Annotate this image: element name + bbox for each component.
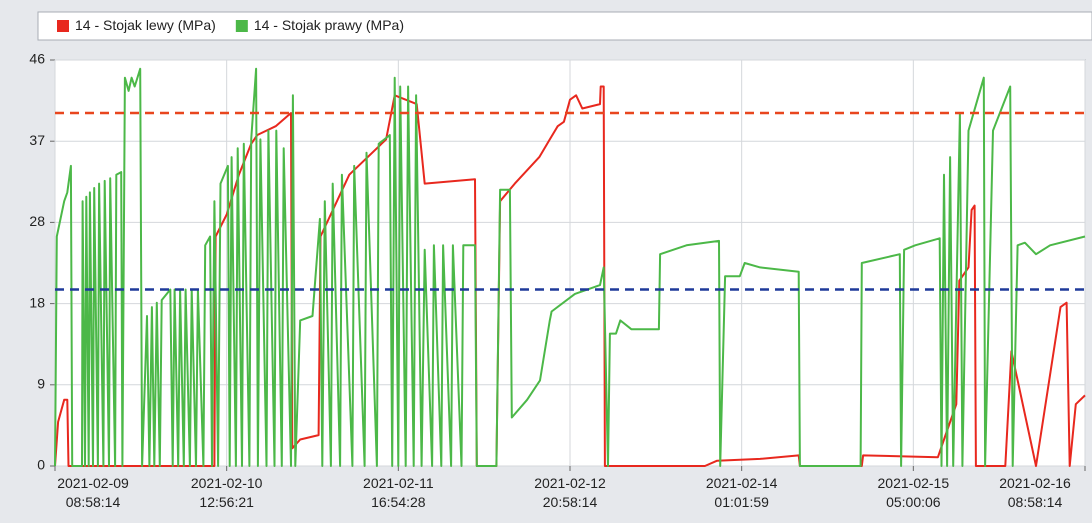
x-tick-label: 2021-02-16 08:58:14: [999, 475, 1071, 510]
y-tick-label: 37: [29, 132, 45, 148]
legend-label: 14 - Stojak prawy (MPa): [254, 17, 404, 33]
y-tick-label: 0: [37, 457, 45, 473]
y-tick-label: 18: [29, 294, 45, 310]
legend-box: [37, 11, 1092, 41]
y-tick-label: 46: [29, 51, 45, 67]
legend-swatch: [57, 20, 69, 32]
y-tick-label: 9: [37, 376, 45, 392]
y-tick-label: 28: [29, 213, 45, 229]
x-tick-label: 2021-02-15 05:00:06: [877, 475, 950, 510]
x-tick-label: 2021-02-11 16:54:28: [363, 475, 434, 510]
x-tick-label: 2021-02-10 12:56:21: [190, 475, 263, 510]
x-tick-label: 2021-02-12 20:58:14: [534, 475, 606, 510]
series-line: [54, 67, 1086, 467]
legend-swatch: [235, 20, 248, 32]
x-tick-label: 2021-02-14 01:01:59: [705, 475, 778, 510]
x-tick-label: 2021-02-09 08:58:14: [57, 475, 129, 510]
legend-label: 14 - Stojak lewy (MPa): [75, 17, 216, 33]
